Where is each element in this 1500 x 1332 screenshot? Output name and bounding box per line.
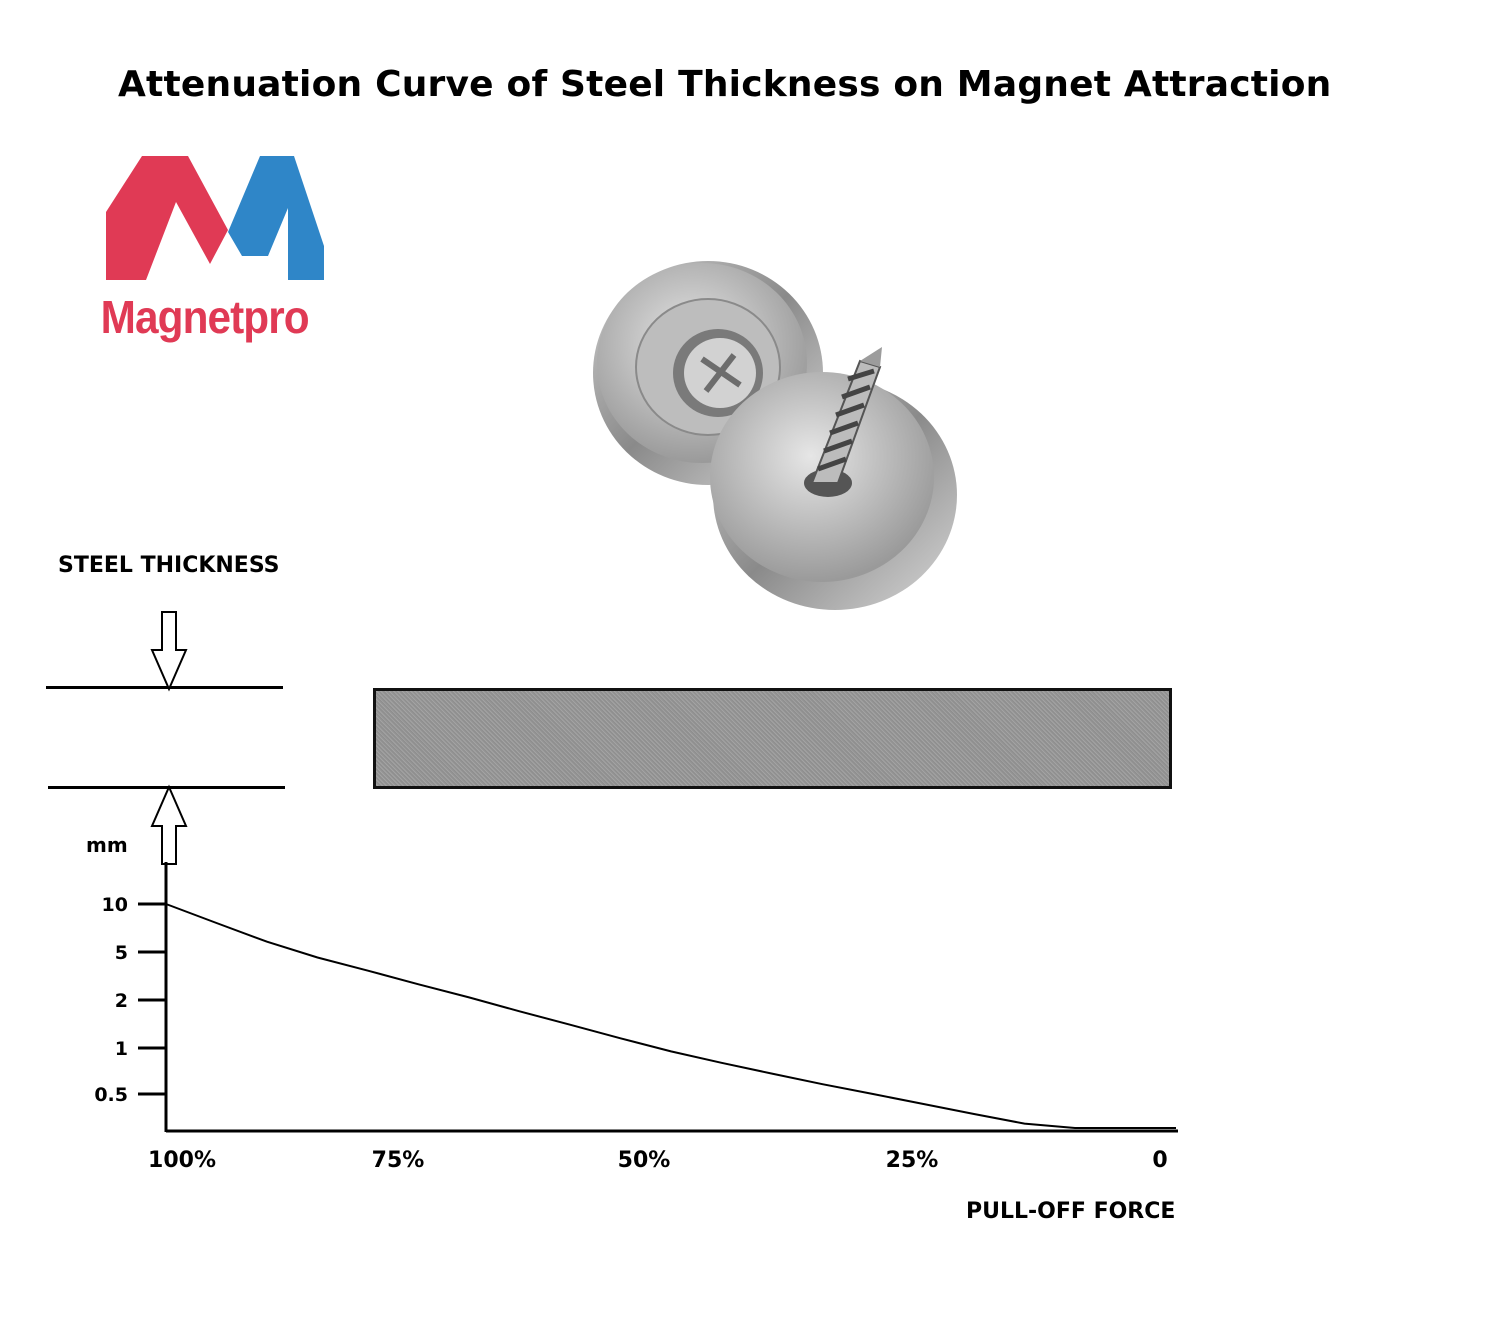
- steel-top-line: [46, 686, 283, 689]
- screw-magnet-icon: [593, 261, 957, 610]
- x-tick-label: 100%: [148, 1148, 216, 1173]
- logo-text: Magnetpro: [100, 291, 310, 343]
- logo-mark-icon: [106, 156, 324, 280]
- steel-plate: [373, 688, 1172, 789]
- y-tick-label: 10: [102, 894, 128, 916]
- logo-blue-shape: [228, 156, 324, 280]
- x-tick-label: 25%: [886, 1148, 939, 1173]
- page-title: Attenuation Curve of Steel Thickness on …: [118, 64, 1332, 105]
- steel-bottom-line: [48, 786, 285, 789]
- y-axis-unit-label: mm: [86, 833, 128, 857]
- attenuation-curve: [165, 903, 1176, 1129]
- y-tick-label: 0.5: [94, 1084, 128, 1106]
- x-tick-label: 50%: [618, 1148, 671, 1173]
- y-tick-label: 2: [115, 990, 128, 1012]
- x-tick-label: 75%: [372, 1148, 425, 1173]
- arrow-up-icon: [150, 784, 188, 865]
- y-tick-label: 1: [115, 1038, 128, 1060]
- steel-thickness-label: STEEL THICKNESS: [58, 553, 280, 578]
- x-axis-title: PULL-OFF FORCE: [966, 1199, 1176, 1224]
- logo-red-shape: [106, 156, 228, 280]
- x-tick-label: 0: [1152, 1148, 1167, 1173]
- arrow-down-icon: [150, 611, 188, 692]
- magnetpro-logo: Magnetpro: [92, 152, 337, 352]
- y-tick-label: 5: [115, 942, 128, 964]
